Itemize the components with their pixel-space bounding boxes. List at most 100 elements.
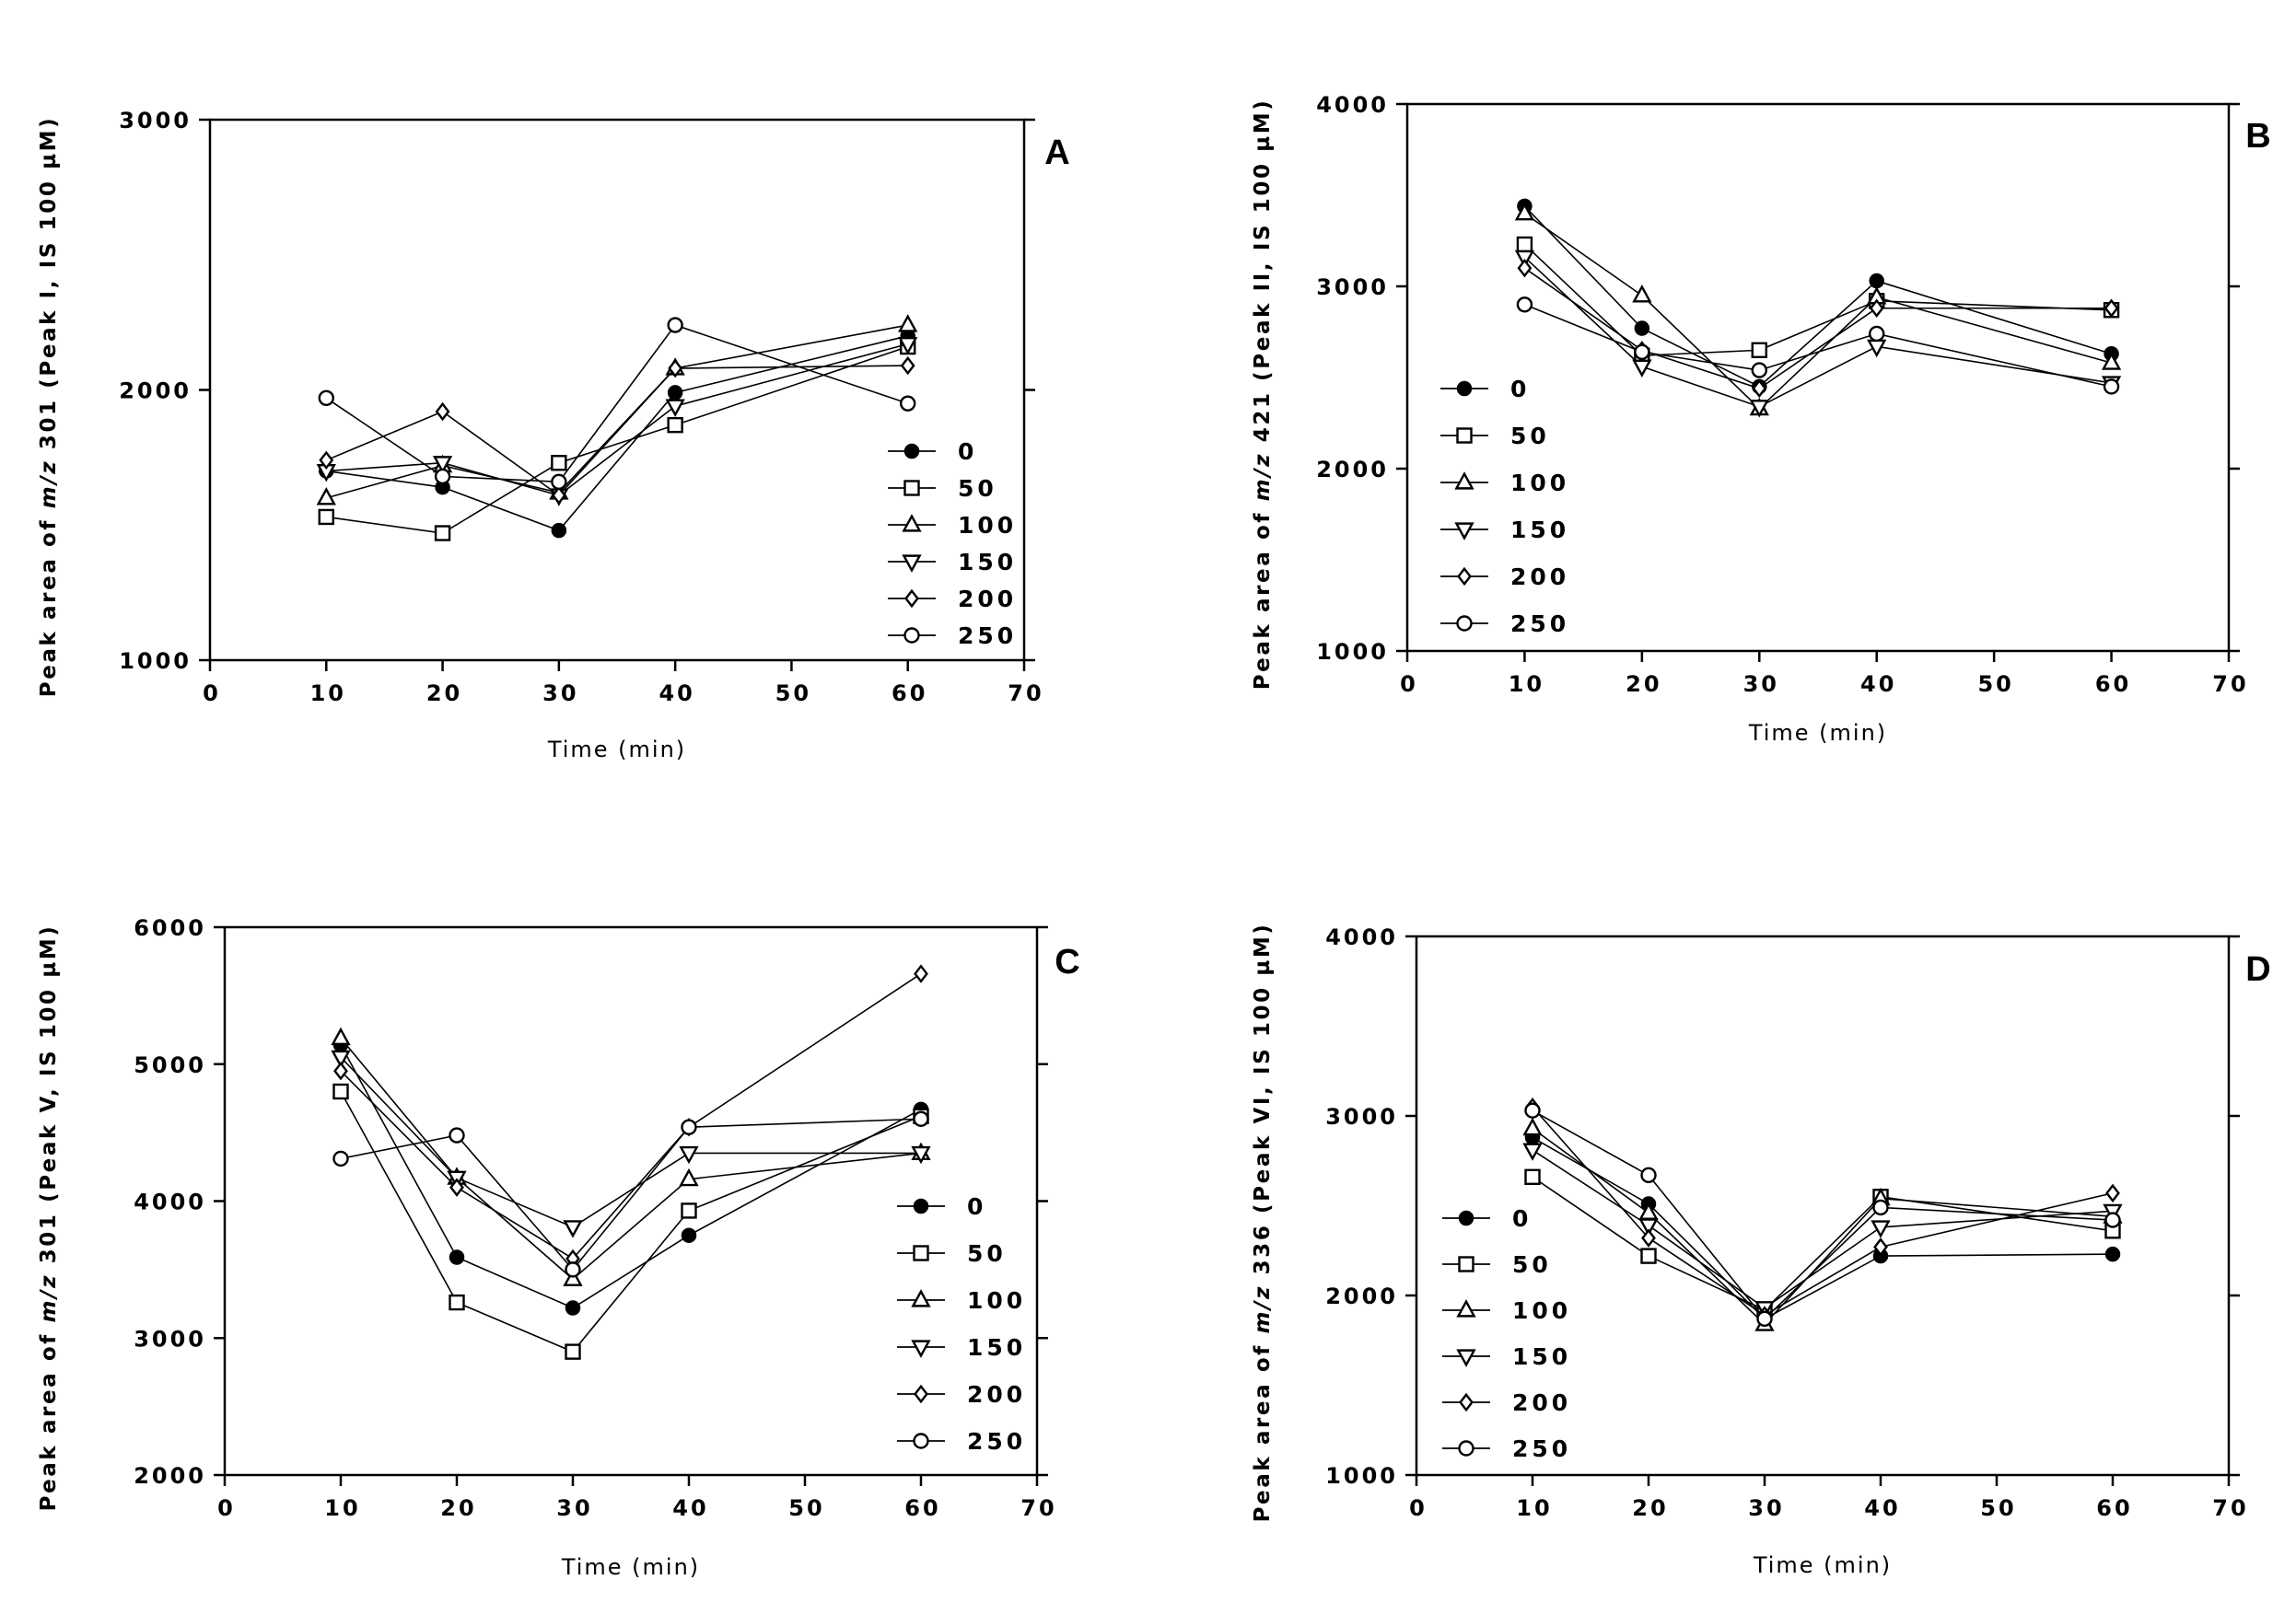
data-point-100 (898, 314, 918, 332)
x-tick-label: 70 (2212, 671, 2248, 697)
data-point-250 (434, 468, 451, 485)
legend-entry-100: 100 (888, 512, 1017, 539)
data-point-250 (565, 1261, 581, 1278)
data-point-50 (681, 1202, 697, 1219)
data-point-150 (679, 1145, 699, 1165)
y-tick-label: 1000 (1316, 639, 1389, 665)
legend-marker (1458, 1210, 1474, 1226)
data-point-150 (1522, 1143, 1543, 1161)
data-point-250 (1751, 362, 1767, 378)
data-point-200 (2104, 298, 2119, 318)
data-point-200 (668, 358, 683, 378)
legend-entry-250: 250 (897, 1428, 1026, 1455)
legend-label: 200 (1510, 563, 1569, 590)
legend-label: 0 (1510, 376, 1530, 402)
legend-entry-50: 50 (897, 1240, 1003, 1267)
data-point-100 (1514, 202, 1535, 221)
legend-entry-100: 100 (1440, 470, 1566, 496)
x-tick-label: 50 (1980, 1495, 2016, 1521)
series-250 (318, 317, 916, 490)
data-point-250 (1869, 325, 1885, 343)
data-point-200 (435, 401, 450, 422)
legend-label: 0 (958, 438, 977, 465)
x-tick-label: 20 (440, 1495, 476, 1521)
data-point-250 (332, 1150, 349, 1167)
data-point-50 (332, 1083, 349, 1100)
y-tick-label: 3000 (119, 108, 192, 134)
legend-marker (1456, 1349, 1476, 1367)
data-point-250 (318, 389, 334, 407)
y-axis-title-part: m/z (37, 1273, 61, 1323)
x-tick-label: 30 (1748, 1495, 1784, 1521)
legend-label: 250 (958, 622, 1017, 649)
data-point-200 (900, 355, 915, 376)
legend-marker (903, 443, 920, 459)
legend-marker (1458, 1256, 1474, 1272)
x-axis-title: Time (min) (1748, 720, 1887, 746)
legend-label: 0 (967, 1193, 986, 1220)
legend-label: 100 (958, 512, 1017, 539)
y-axis-title: Peak area of m/z 301 (Peak V, IS 100 µM) (37, 924, 61, 1512)
data-point-150 (432, 456, 453, 474)
legend-entry-250: 250 (1440, 610, 1566, 637)
x-tick-label: 0 (1400, 671, 1418, 697)
data-point-100 (316, 487, 336, 505)
legend-entry-0: 0 (897, 1193, 986, 1220)
y-tick-label: 2000 (1316, 457, 1389, 482)
data-point-100 (563, 1268, 583, 1286)
data-point-0 (551, 522, 567, 539)
data-point-200 (1869, 298, 1884, 318)
legend-entry-100: 100 (897, 1287, 1022, 1314)
data-point-150 (898, 337, 918, 355)
legend-label: 100 (1512, 1297, 1571, 1324)
legend-entry-200: 200 (888, 586, 1017, 612)
legend-marker (903, 480, 920, 496)
legend-marker (911, 1289, 931, 1307)
plot-frame (1415, 935, 2231, 1477)
legend-label: 250 (1512, 1435, 1571, 1462)
legend-entry-250: 250 (1442, 1435, 1571, 1462)
x-tick-label: 20 (1632, 1495, 1668, 1521)
data-point-150 (1749, 400, 1769, 418)
data-point-250 (1516, 296, 1533, 313)
legend-label: 50 (1510, 423, 1550, 449)
data-point-250 (1634, 343, 1650, 360)
x-tick-label: 30 (556, 1495, 592, 1521)
y-tick-label: 5000 (134, 1052, 206, 1078)
legend-label: 250 (967, 1428, 1026, 1455)
legend-entry-0: 0 (1442, 1205, 1528, 1232)
y-tick-label: 4000 (134, 1190, 206, 1215)
panel-letter: D (2245, 950, 2270, 989)
data-point-200 (914, 964, 928, 983)
legend-entry-50: 50 (1440, 423, 1550, 449)
data-point-250 (913, 1110, 929, 1127)
x-tick-label: 50 (1977, 671, 2013, 697)
legend-marker (1456, 427, 1473, 444)
legend-entry-150: 150 (897, 1334, 1022, 1361)
data-point-50 (1516, 236, 1533, 253)
y-axis-title-part: m/z (1251, 1284, 1275, 1334)
y-axis-title-part: Peak area of (37, 1322, 61, 1511)
y-axis-title-part: Peak area of (1251, 1334, 1275, 1523)
legend-entry-150: 150 (888, 549, 1013, 575)
legend-label: 200 (958, 586, 1017, 612)
x-tick-label: 50 (788, 1495, 824, 1521)
data-point-250 (900, 395, 916, 412)
legend-label: 50 (1512, 1251, 1552, 1278)
x-tick-label: 70 (1020, 1495, 1056, 1521)
legend-entry-0: 0 (1440, 376, 1530, 402)
series-150 (331, 1050, 931, 1238)
data-point-250 (1756, 1310, 1773, 1328)
x-tick-label: 60 (892, 680, 927, 706)
x-tick-label: 60 (904, 1495, 940, 1521)
data-point-50 (1751, 342, 1767, 358)
y-tick-label: 3000 (1325, 1104, 1398, 1130)
legend-label: 150 (1510, 517, 1569, 543)
data-point-200 (1641, 1228, 1656, 1248)
x-tick-label: 0 (203, 680, 221, 706)
legend-marker (903, 627, 920, 644)
